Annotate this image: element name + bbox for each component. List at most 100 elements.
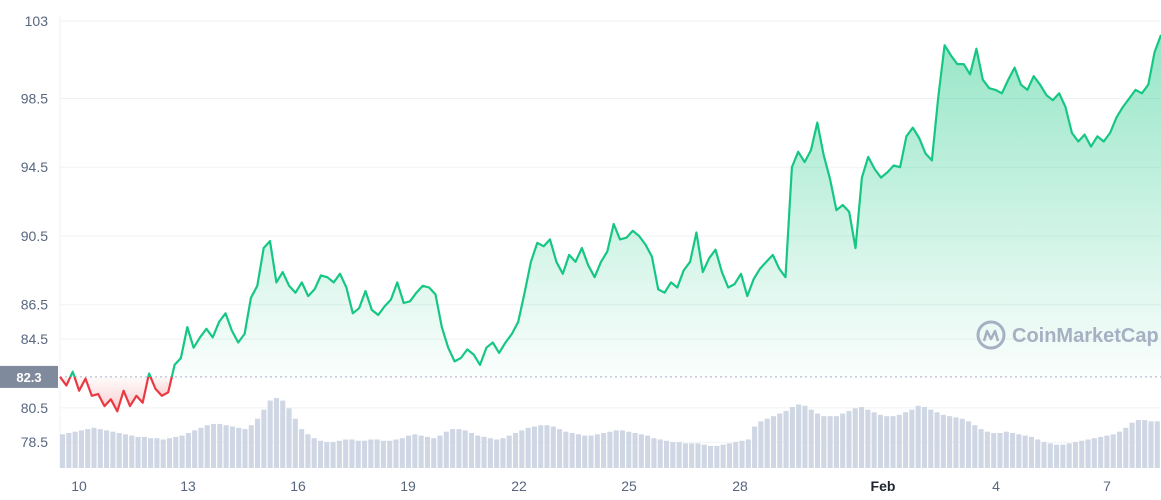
volume-bar <box>745 439 751 468</box>
volume-bar <box>953 417 959 468</box>
price-line-down <box>59 376 72 387</box>
volume-bar <box>412 434 418 468</box>
x-tick-label: 16 <box>290 478 306 494</box>
volume-bar <box>173 436 179 468</box>
volume-bar <box>462 430 468 468</box>
volume-bar <box>783 410 789 468</box>
volume-bar <box>827 416 833 468</box>
volume-bar <box>972 425 978 468</box>
volume-bar <box>928 409 934 468</box>
x-tick-label: 22 <box>511 478 527 494</box>
volume-bar <box>110 431 116 468</box>
volume-bar <box>714 445 720 468</box>
volume-bar <box>601 433 607 468</box>
volume-bar <box>349 439 355 468</box>
volume-bar <box>198 427 204 468</box>
volume-bar <box>506 435 512 468</box>
volume-bar <box>399 438 405 468</box>
y-tick-label: 94.5 <box>21 159 48 175</box>
volume-bar <box>66 433 72 468</box>
volume-bar <box>619 430 626 468</box>
coinmarketcap-logo-icon <box>976 320 1006 350</box>
volume-bar <box>538 425 544 468</box>
volume-bar <box>884 416 890 468</box>
volume-bar <box>563 431 569 468</box>
volume-bar <box>78 430 84 468</box>
price-line-up <box>170 34 1161 378</box>
volume-bar <box>267 400 273 468</box>
volume-bar <box>166 438 173 468</box>
volume-bar <box>997 433 1003 468</box>
volume-bar <box>374 439 380 468</box>
volume-bar <box>777 413 783 468</box>
volume-bar <box>1142 420 1148 468</box>
volume-bar <box>424 436 430 468</box>
volume-bar <box>569 433 575 468</box>
volume-bar <box>487 438 493 468</box>
volume-bar <box>141 436 147 468</box>
volume-bar <box>676 442 682 468</box>
volume-bar <box>519 430 525 468</box>
volume-bar <box>292 418 298 468</box>
volume-bar <box>984 431 990 468</box>
volume-bar <box>720 444 726 468</box>
volume-bar <box>752 426 758 468</box>
volume-bar <box>588 435 594 468</box>
volume-bar <box>481 436 487 468</box>
volume-bar <box>1116 431 1123 468</box>
volume-bar <box>280 400 286 468</box>
y-tick-label: 78.5 <box>21 434 48 450</box>
price-line-down <box>73 376 150 413</box>
volume-bar <box>808 409 814 468</box>
volume-bar <box>1035 439 1041 468</box>
volume-bar <box>940 414 946 468</box>
volume-bar <box>695 443 701 468</box>
y-axis: 103 98.5 94.5 90.5 86.5 84.5 80.5 78.5 <box>21 13 48 450</box>
volume-bar <box>116 433 122 468</box>
volume-bar <box>1003 431 1009 468</box>
volume-bar <box>708 445 714 468</box>
volume-bar <box>896 414 902 468</box>
volume-bar <box>1041 442 1047 468</box>
volume-bar <box>1085 439 1091 468</box>
volume-bar <box>456 429 462 468</box>
watermark-text: CoinMarketCap <box>1012 325 1159 347</box>
x-axis: 10 13 16 19 22 25 28 Feb 4 7 <box>71 478 1111 494</box>
volume-bar <box>1110 434 1116 468</box>
volume-bar <box>663 440 670 468</box>
volume-bar <box>179 435 185 468</box>
volume-bar <box>1098 436 1104 468</box>
volume-bar <box>72 431 78 468</box>
volume-bar <box>368 439 374 468</box>
volume-bars <box>60 398 1160 468</box>
volume-bar <box>626 431 632 468</box>
volume-bar <box>418 435 424 468</box>
volume-bar <box>1129 422 1135 468</box>
volume-bar <box>701 444 707 468</box>
volume-bar <box>789 407 795 468</box>
volume-bar <box>305 434 311 468</box>
volume-bar <box>525 427 531 468</box>
volume-bar <box>1148 421 1154 468</box>
x-tick-label: 10 <box>71 478 87 494</box>
volume-bar <box>192 430 198 468</box>
volume-bar <box>1154 421 1160 468</box>
volume-bar <box>802 405 808 468</box>
volume-bar <box>934 412 940 468</box>
volume-bar <box>387 440 393 468</box>
volume-bar <box>770 416 777 468</box>
volume-bar <box>1135 420 1141 468</box>
volume-bar <box>85 429 91 468</box>
volume-bar <box>154 438 160 468</box>
volume-bar <box>91 427 97 468</box>
volume-bar <box>443 431 449 468</box>
volume-bar <box>248 425 254 468</box>
volume-bar <box>638 434 644 468</box>
volume-bar <box>185 433 191 468</box>
volume-bar <box>739 440 745 468</box>
x-tick-label: 4 <box>992 478 1000 494</box>
volume-bar <box>814 413 821 468</box>
volume-bar <box>1123 427 1129 468</box>
x-tick-label: 7 <box>1103 478 1111 494</box>
